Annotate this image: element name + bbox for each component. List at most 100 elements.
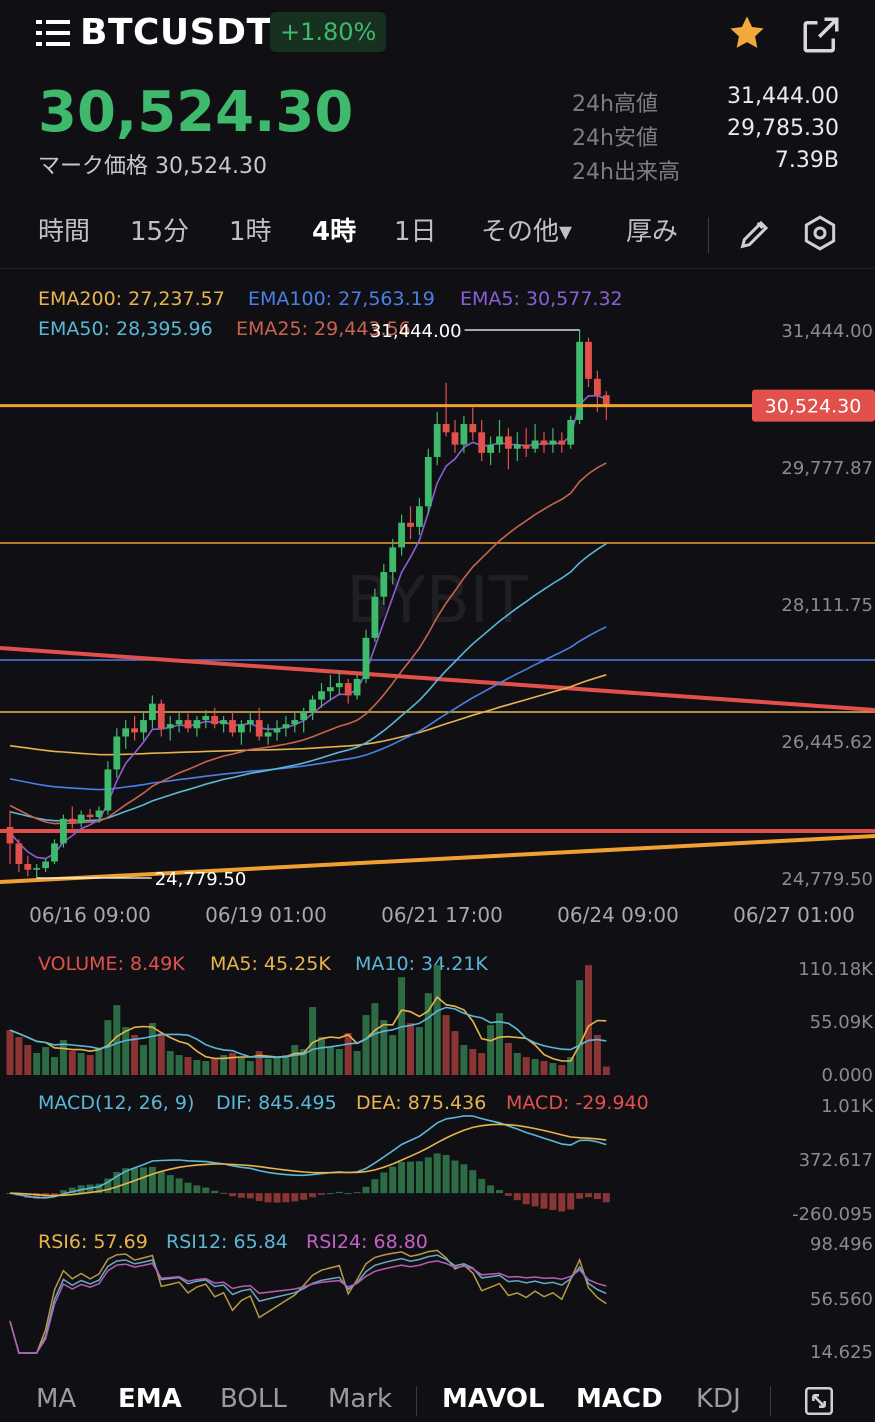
- volume-ma5-legend: MA5: 45.25K: [210, 953, 331, 975]
- tab-depth[interactable]: 厚み: [626, 217, 679, 247]
- candle-body: [531, 440, 539, 449]
- candle-body: [362, 637, 370, 679]
- macd-hist-legend: MACD: -29.940: [506, 1092, 649, 1114]
- candle: [113, 728, 121, 778]
- volume-bar: [42, 1047, 50, 1075]
- indicator-tab-kdj[interactable]: KDJ: [696, 1384, 741, 1414]
- x-tick-label: 06/24 09:00: [557, 903, 679, 927]
- indicator-separator: [416, 1386, 417, 1416]
- candle-body: [113, 736, 121, 770]
- macd-histogram-bar: [255, 1193, 263, 1202]
- tab-15m[interactable]: 15分: [130, 217, 190, 247]
- candle: [505, 428, 512, 470]
- volume-chart[interactable]: 110.18K 55.09K 0.000: [0, 950, 875, 1090]
- indicator-tab-boll[interactable]: BOLL: [220, 1384, 287, 1414]
- candle-body: [122, 728, 130, 737]
- macd-histogram-bar: [380, 1172, 388, 1194]
- volume-y-tick: 0.000: [821, 1065, 873, 1086]
- tab-time[interactable]: 時間: [38, 217, 91, 247]
- macd-dea-legend: DEA: 875.436: [356, 1092, 487, 1114]
- ema5-legend: EMA5: 30,577.32: [460, 288, 623, 310]
- expand-icon[interactable]: [802, 1384, 836, 1418]
- candle: [220, 715, 227, 733]
- indicator-tab-ma[interactable]: MA: [36, 1384, 77, 1414]
- tab-1d[interactable]: 1日: [394, 217, 437, 247]
- high-marker-label: 31,444.00: [370, 321, 462, 342]
- tab-4h[interactable]: 4時: [312, 217, 357, 247]
- mark-price-label: マーク価格: [38, 154, 149, 179]
- volume-bar: [237, 1057, 245, 1075]
- macd-histogram-bar: [460, 1164, 468, 1194]
- macd-chart[interactable]: 1.01K 372.617 -260.095: [0, 1090, 875, 1228]
- volume-bar: [460, 1045, 468, 1075]
- rsi24-line: [9, 1260, 607, 1354]
- volume-legend: VOLUME: 8.49K: [38, 953, 185, 975]
- macd-dea-line: [9, 1123, 607, 1197]
- price-chart[interactable]: BYBIT31,444.0024,779.5030,524.3031,444.0…: [0, 270, 875, 950]
- volume-bar: [549, 1063, 557, 1075]
- menu-lines-icon[interactable]: [36, 18, 70, 48]
- volume-bar: [567, 1057, 575, 1075]
- candle: [522, 428, 530, 457]
- candle: [104, 761, 112, 815]
- candle: [184, 713, 192, 733]
- volume-bar: [451, 1031, 459, 1075]
- indicator-tab-ema[interactable]: EMA: [118, 1384, 182, 1414]
- candle: [558, 432, 566, 453]
- candle: [442, 382, 450, 437]
- volume-bar: [68, 1051, 76, 1075]
- candle: [51, 839, 58, 864]
- indicator-tab-macd[interactable]: MACD: [576, 1384, 663, 1414]
- candle: [327, 674, 334, 700]
- candle-body: [602, 395, 610, 406]
- ema25-line: [9, 462, 607, 825]
- macd-histogram-bar: [469, 1170, 477, 1194]
- rsi24-legend: RSI24: 68.80: [306, 1231, 428, 1253]
- indicator-tab-mavol[interactable]: MAVOL: [442, 1384, 545, 1414]
- candle-body: [389, 547, 397, 573]
- rsi-y-tick: 14.625: [810, 1342, 873, 1363]
- mark-price-row: マーク価格 30,524.30: [38, 148, 267, 180]
- candle-body: [327, 687, 334, 692]
- candle: [24, 855, 32, 877]
- macd-histogram-bar: [504, 1193, 512, 1196]
- candle-body: [42, 861, 49, 869]
- volume-bar: [344, 1033, 352, 1075]
- rsi-chart[interactable]: 98.496 56.560 14.625: [0, 1228, 875, 1376]
- macd-histogram-bar: [122, 1168, 130, 1194]
- rsi6-legend: RSI6: 57.69: [38, 1231, 148, 1253]
- pencil-icon[interactable]: [736, 213, 776, 253]
- tab-more[interactable]: その他▾: [481, 217, 573, 247]
- candle-body: [131, 728, 138, 733]
- share-icon[interactable]: [800, 14, 842, 56]
- volume-bar: [202, 1061, 210, 1075]
- macd-histogram-bar: [300, 1193, 308, 1200]
- macd-histogram-bar: [140, 1167, 147, 1194]
- candle: [264, 724, 272, 745]
- volume-bar: [496, 1013, 503, 1075]
- candle: [229, 711, 236, 737]
- candle-body: [238, 724, 245, 733]
- volume-ma10-legend: MA10: 34.21K: [355, 953, 488, 975]
- macd-histogram-bar: [513, 1193, 521, 1201]
- volume-bar: [273, 1057, 281, 1075]
- volume-bar: [602, 1066, 610, 1075]
- symbol-title[interactable]: BTCUSDT: [80, 12, 272, 53]
- hexagon-settings-icon[interactable]: [800, 213, 840, 253]
- volume-bar: [407, 1023, 414, 1075]
- volume-bar: [593, 1035, 601, 1075]
- candle: [166, 715, 174, 741]
- header-divider: [0, 268, 875, 269]
- candle-body: [291, 720, 299, 725]
- star-icon[interactable]: [726, 12, 768, 54]
- candle-body: [175, 720, 183, 725]
- indicator-tab-mark[interactable]: Mark: [328, 1384, 393, 1414]
- candle: [389, 539, 397, 585]
- macd-histogram-bar: [371, 1179, 379, 1194]
- macd-histogram-bar: [202, 1187, 210, 1194]
- macd-y-tick: -260.095: [792, 1204, 873, 1225]
- tab-1h[interactable]: 1時: [229, 217, 272, 247]
- volume-bar: [531, 1059, 539, 1075]
- candle-body: [407, 522, 414, 527]
- candle-body: [335, 683, 343, 688]
